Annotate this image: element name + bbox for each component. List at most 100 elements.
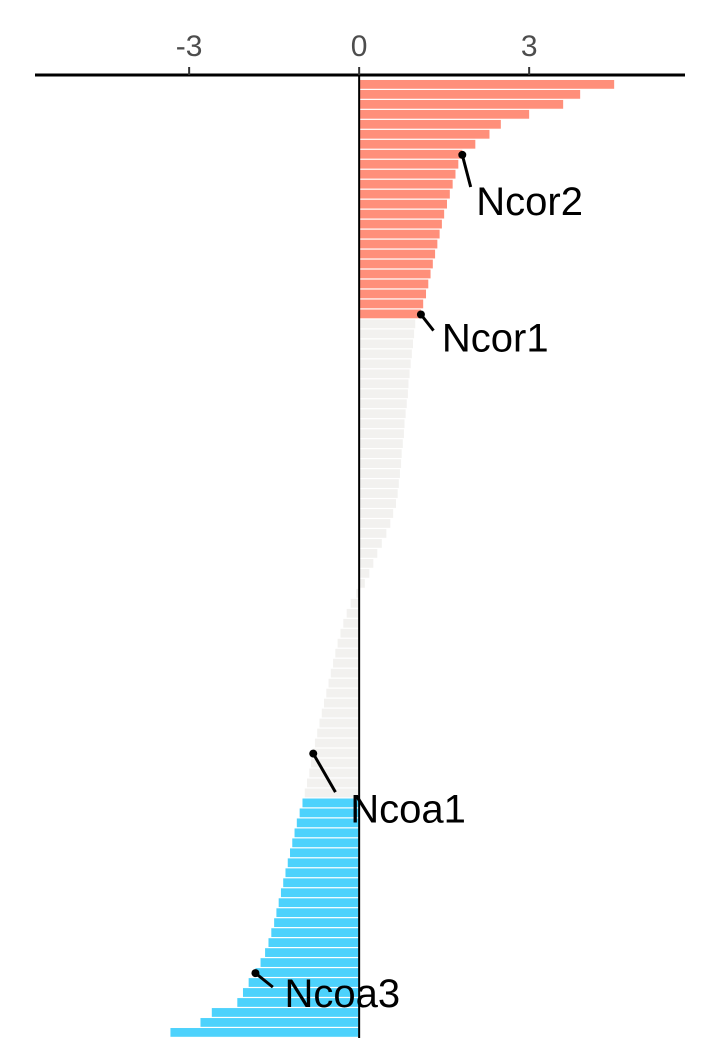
bar <box>170 1028 360 1037</box>
annotation: Ncor1 <box>442 317 549 361</box>
bar <box>211 1008 360 1017</box>
bar <box>292 838 360 848</box>
annotation-leader <box>311 752 337 793</box>
bar <box>359 389 408 399</box>
bar <box>359 89 581 99</box>
bar <box>274 918 360 928</box>
bar <box>359 119 501 129</box>
bar <box>359 369 410 379</box>
bar <box>313 748 360 758</box>
bar <box>294 828 360 838</box>
bar <box>359 319 416 329</box>
bar <box>359 129 490 139</box>
bar <box>314 738 360 748</box>
bar <box>280 888 360 898</box>
bar <box>278 898 360 908</box>
x-tick-label: 3 <box>521 30 538 63</box>
bar <box>359 409 406 419</box>
bar <box>359 179 453 189</box>
bar <box>359 199 447 209</box>
bar <box>350 598 360 608</box>
annotation-point <box>416 310 425 319</box>
bar <box>359 349 412 359</box>
bar <box>237 998 360 1007</box>
bar <box>324 698 360 708</box>
bar <box>359 439 403 449</box>
bar <box>283 878 360 888</box>
bar <box>359 269 431 279</box>
bar <box>359 329 415 339</box>
bar <box>359 529 387 538</box>
bar <box>302 798 360 808</box>
bar <box>359 259 433 269</box>
bar <box>359 519 391 528</box>
bar <box>359 99 564 109</box>
bar <box>359 419 405 429</box>
x-tick-label: -3 <box>176 30 203 63</box>
bar <box>242 988 360 997</box>
bar <box>359 578 365 588</box>
bar <box>321 708 360 718</box>
bar <box>337 638 360 648</box>
bar <box>290 848 360 858</box>
bar <box>287 858 360 868</box>
bar <box>359 80 615 89</box>
bar <box>359 219 442 229</box>
bar <box>356 588 360 598</box>
bar <box>359 459 402 468</box>
bar <box>271 928 360 938</box>
bar <box>359 539 382 548</box>
bar <box>335 648 360 658</box>
bar <box>359 279 429 289</box>
bar <box>346 608 360 618</box>
bar <box>359 469 400 478</box>
annotation-leader <box>460 154 473 188</box>
bar <box>307 778 360 788</box>
bar <box>276 908 360 918</box>
annotation: Ncoa3 <box>284 972 400 1016</box>
bar <box>359 399 407 409</box>
bar <box>359 559 374 568</box>
bar <box>359 149 463 159</box>
bar <box>359 109 530 119</box>
bar <box>359 289 427 299</box>
bar <box>200 1018 360 1027</box>
bar <box>255 968 360 977</box>
bar <box>260 958 360 967</box>
annotation-point <box>309 749 318 758</box>
bar <box>319 718 360 728</box>
bar <box>359 139 476 149</box>
bar <box>359 299 424 309</box>
bar <box>359 568 370 578</box>
annotation: Ncor2 <box>476 180 583 224</box>
bar <box>310 758 360 768</box>
bar <box>326 688 360 698</box>
annotation: Ncoa1 <box>350 788 466 832</box>
bar <box>359 449 402 459</box>
bar <box>359 359 411 369</box>
bar <box>359 159 459 169</box>
bar <box>285 868 360 878</box>
bar <box>359 479 399 488</box>
bar <box>268 938 360 947</box>
bar <box>304 788 360 798</box>
bar <box>359 509 394 518</box>
bar <box>333 658 360 668</box>
bar <box>359 239 438 249</box>
bar <box>309 768 360 778</box>
bar <box>359 339 413 349</box>
annotation-point <box>251 969 260 978</box>
bar <box>359 229 440 239</box>
bar <box>359 209 445 219</box>
bar <box>359 169 456 179</box>
bar <box>330 668 360 678</box>
bar <box>299 808 360 818</box>
bar <box>359 189 450 199</box>
bar <box>359 379 409 389</box>
bar <box>248 978 360 987</box>
bar <box>343 618 360 628</box>
bar <box>296 818 360 828</box>
annotation-point <box>458 150 467 159</box>
bar <box>359 549 378 558</box>
